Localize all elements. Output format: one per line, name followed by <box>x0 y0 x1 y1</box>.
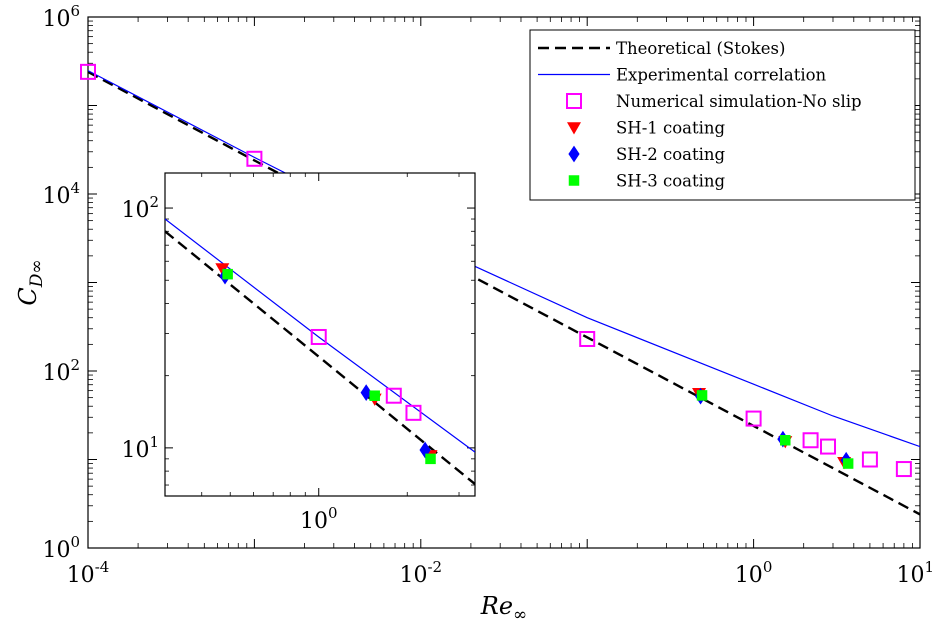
y-axis-title: CD∞ <box>14 259 47 305</box>
legend-swatch-3 <box>567 122 581 135</box>
x-tick-label: 100 <box>735 558 773 588</box>
legend: Theoretical (Stokes) Experimental correla… <box>529 29 916 201</box>
y-tick-label: 102 <box>42 356 80 386</box>
y-tick-label: 100 <box>42 533 80 563</box>
inset-series-2-point-1 <box>385 387 402 404</box>
inset-series-2-point-2 <box>405 404 422 421</box>
legend-entry-1: Experimental correlation <box>616 66 827 85</box>
x-tick-label: 101 <box>896 558 934 588</box>
legend-entry-5: SH-3 coating <box>616 172 726 191</box>
inset-series-5-point-0 <box>222 268 233 280</box>
legend-entry-3: SH-1 coating <box>616 119 726 138</box>
inset-series-5-point-1 <box>369 390 380 401</box>
legend-entry-4: SH-2 coating <box>616 145 726 164</box>
legend-entry-0: Theoretical (Stokes) <box>616 39 785 58</box>
main-series-5-point-1 <box>780 435 791 446</box>
inset-series-0-line <box>165 230 475 486</box>
main-series-5-point-0 <box>696 390 708 401</box>
inset-series-3-point-0 <box>215 263 230 276</box>
inset-series-4-point-1 <box>360 384 372 402</box>
main-ticks <box>87 16 921 549</box>
main-series-2-point-5 <box>820 438 837 455</box>
legend-frame <box>529 29 916 201</box>
legend-swatch-4 <box>568 145 580 163</box>
y-tick-label: 106 <box>42 2 80 32</box>
inset-y-tick-label: 102 <box>121 193 159 223</box>
inset-series-2-point-0 <box>310 328 327 345</box>
x-axis-title: Re∞ <box>480 592 527 625</box>
inset-lines <box>165 218 475 486</box>
main-series-2-point-1 <box>246 150 263 167</box>
inset-y-tick-label: 101 <box>121 433 159 463</box>
main-series-2-point-2 <box>579 330 596 347</box>
x-tick-label: 10-2 <box>399 558 442 588</box>
legend-swatch-5 <box>568 175 580 186</box>
legend-entry-2: Numerical simulation-No slip <box>616 92 862 111</box>
main-series-2-point-7 <box>895 461 912 478</box>
main-series-2-point-4 <box>802 432 819 449</box>
x-tick-label: 10-4 <box>67 558 110 588</box>
inset-plot <box>164 172 476 497</box>
main-series-1-line <box>88 70 920 448</box>
main-series-2-point-3 <box>745 410 762 427</box>
main-series-2-point-0 <box>80 63 96 80</box>
inset-ticks <box>165 173 475 496</box>
y-tick-label: 104 <box>42 179 80 209</box>
inset-x-tick-label: 100 <box>300 504 338 534</box>
inset-series-1-line <box>165 218 475 453</box>
main-series-5-point-2 <box>842 458 854 469</box>
legend-swatch-2 <box>566 93 582 109</box>
main-series-2-point-6 <box>861 451 878 468</box>
inset-series-5-point-2 <box>425 453 436 465</box>
